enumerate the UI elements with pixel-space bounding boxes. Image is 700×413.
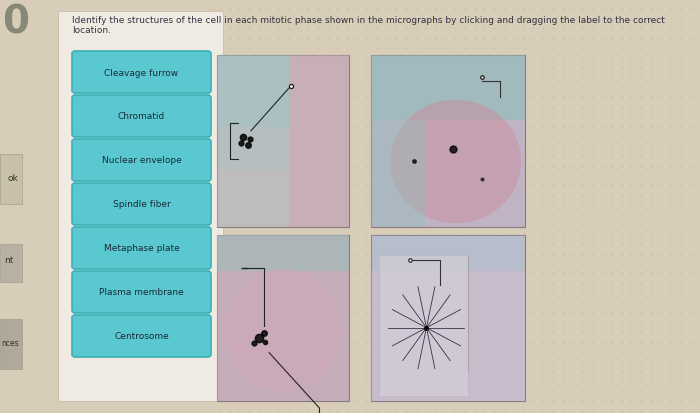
Text: nces: nces bbox=[1, 339, 19, 348]
Bar bbox=[217, 235, 349, 401]
FancyBboxPatch shape bbox=[72, 140, 211, 182]
Text: Nuclear envelope: Nuclear envelope bbox=[102, 156, 181, 165]
Bar bbox=[371, 121, 425, 227]
Bar bbox=[217, 171, 289, 227]
Bar bbox=[371, 235, 525, 401]
Bar bbox=[0, 154, 22, 204]
Bar bbox=[289, 56, 349, 227]
FancyBboxPatch shape bbox=[72, 271, 211, 313]
FancyBboxPatch shape bbox=[72, 228, 211, 269]
Text: Plasma membrane: Plasma membrane bbox=[99, 288, 184, 297]
Bar bbox=[217, 128, 289, 171]
Bar bbox=[217, 235, 349, 401]
Bar bbox=[58, 12, 223, 401]
FancyBboxPatch shape bbox=[72, 183, 211, 225]
FancyBboxPatch shape bbox=[72, 315, 211, 357]
Text: Spindle fiber: Spindle fiber bbox=[113, 200, 170, 209]
Bar bbox=[371, 235, 525, 272]
Bar bbox=[217, 235, 349, 272]
Text: Centrosome: Centrosome bbox=[114, 332, 169, 341]
Bar bbox=[371, 56, 525, 227]
Text: Identify the structures of the cell in each mitotic phase shown in the micrograp: Identify the structures of the cell in e… bbox=[72, 16, 665, 36]
Bar bbox=[371, 272, 525, 401]
Text: ok: ok bbox=[8, 174, 19, 183]
Ellipse shape bbox=[391, 100, 521, 224]
FancyBboxPatch shape bbox=[72, 96, 211, 138]
Bar bbox=[217, 56, 289, 128]
Bar bbox=[217, 56, 349, 227]
Bar bbox=[379, 255, 468, 396]
Text: 0: 0 bbox=[2, 4, 29, 42]
FancyBboxPatch shape bbox=[72, 52, 211, 94]
Ellipse shape bbox=[225, 269, 341, 393]
Text: Cleavage furrow: Cleavage furrow bbox=[104, 68, 178, 77]
Text: Chromatid: Chromatid bbox=[118, 112, 165, 121]
Bar bbox=[0, 319, 22, 369]
Text: Metaphase plate: Metaphase plate bbox=[104, 244, 179, 253]
Bar bbox=[371, 56, 525, 121]
Bar bbox=[0, 244, 22, 282]
Text: nt: nt bbox=[4, 256, 13, 265]
